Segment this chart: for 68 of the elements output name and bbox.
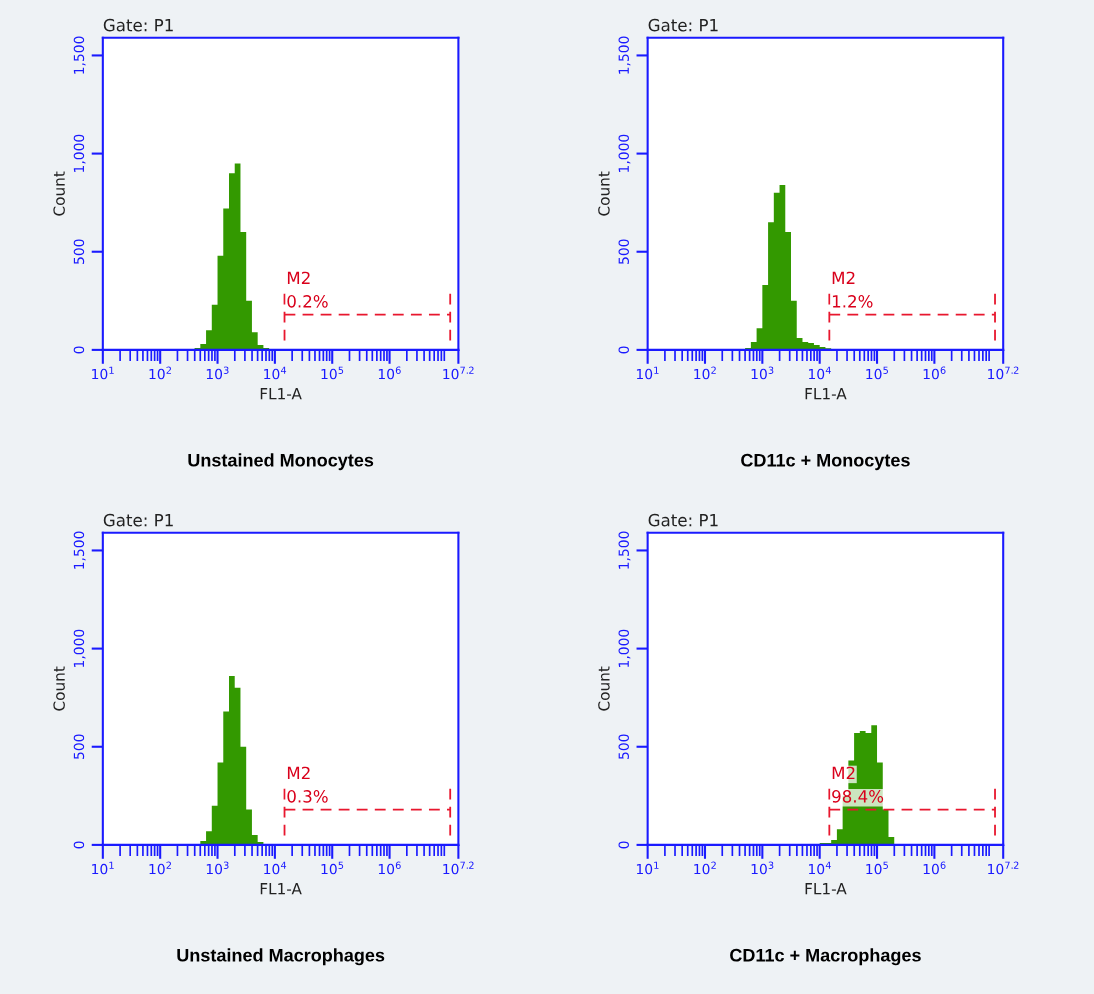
x-tick-label: 10$^{7.2}$ — [443, 366, 474, 380]
y-axis-title: Count — [598, 666, 610, 711]
y-tick-label: 500 — [73, 239, 85, 264]
x-tick-label: 10$^{3}$ — [751, 366, 774, 380]
y-tick-label: 1,000 — [73, 629, 86, 667]
chart-subtitle: Gate: P1 — [103, 18, 173, 32]
x-tick-label: 10$^{2}$ — [694, 861, 716, 875]
chart-subtitle: Gate: P1 — [648, 513, 718, 527]
x-tick-label: 10$^{4}$ — [808, 366, 831, 380]
y-tick-label: 0 — [618, 346, 629, 354]
y-tick-label: 1,500 — [73, 36, 86, 74]
y-axis-title: Count — [53, 666, 65, 711]
x-axis-title: FL1-A — [260, 883, 302, 895]
x-tick-label: 10$^{4}$ — [264, 861, 287, 875]
x-axis-title: FL1-A — [805, 388, 847, 400]
x-tick-label: 10$^{3}$ — [206, 366, 229, 380]
text: Unstained Macrophages — [177, 948, 385, 966]
x-tick-label: 10$^{7.2}$ — [443, 861, 474, 875]
x-tick-label: 10$^{5}$ — [321, 861, 344, 875]
x-tick-label: 10$^{6}$ — [923, 366, 946, 380]
text: Unstained Monocytes — [188, 453, 374, 471]
chart-subtitle: Gate: P1 — [648, 18, 718, 32]
y-tick-label: 1,000 — [618, 134, 631, 172]
text: CD11c + Macrophages — [730, 948, 921, 966]
x-tick-label: 10$^{1}$ — [636, 366, 659, 380]
text: CD11c + Monocytes — [741, 453, 910, 471]
y-axis-title: Count — [53, 171, 65, 216]
x-tick-label: 10$^{2}$ — [149, 861, 171, 875]
x-tick-label: 10$^{1}$ — [92, 861, 114, 875]
y-tick-label: 0 — [73, 841, 85, 849]
x-tick-label: 10$^{6}$ — [378, 366, 401, 380]
y-tick-label: 500 — [618, 239, 629, 264]
x-tick-label: 10$^{3}$ — [206, 861, 229, 875]
x-tick-label: 10$^{4}$ — [808, 861, 831, 875]
x-tick-label: 10$^{4}$ — [264, 366, 287, 380]
y-tick-label: 0 — [618, 841, 629, 849]
annotation: M2 — [287, 766, 310, 780]
annotation: 0.2% — [287, 295, 328, 308]
y-tick-label: 1,500 — [618, 36, 631, 74]
annotation: 1.2% — [832, 295, 873, 308]
y-tick-label: 1,500 — [618, 531, 631, 569]
annotation: M2 — [287, 271, 310, 284]
x-tick-label: 10$^{5}$ — [866, 861, 888, 875]
annotation: M2 — [832, 271, 855, 284]
x-tick-label: 10$^{6}$ — [378, 861, 401, 875]
y-tick-label: 1,500 — [73, 531, 86, 569]
x-tick-label: 10$^{5}$ — [321, 366, 344, 380]
chart-subtitle: Gate: P1 — [103, 513, 173, 527]
y-tick-label: 1,000 — [618, 629, 631, 667]
x-axis-title: FL1-A — [260, 388, 302, 400]
annotation: 98.4% — [832, 790, 884, 803]
x-tick-label: 10$^{5}$ — [866, 366, 888, 380]
y-tick-label: 500 — [73, 734, 85, 759]
y-axis-title: Count — [598, 171, 610, 216]
y-tick-label: 500 — [618, 734, 629, 759]
annotation: 0.3% — [287, 790, 328, 803]
x-tick-label: 10$^{7.2}$ — [988, 366, 1019, 380]
x-tick-label: 10$^{3}$ — [751, 861, 774, 875]
annotation: M2 — [832, 766, 855, 780]
x-tick-label: 10$^{2}$ — [149, 366, 171, 380]
y-tick-label: 1,000 — [73, 134, 86, 172]
x-tick-label: 10$^{7.2}$ — [988, 861, 1019, 875]
x-axis-title: FL1-A — [805, 883, 847, 895]
x-tick-label: 10$^{1}$ — [636, 861, 659, 875]
x-tick-label: 10$^{2}$ — [694, 366, 716, 380]
y-tick-label: 0 — [73, 346, 85, 354]
x-tick-label: 10$^{1}$ — [92, 366, 114, 380]
x-tick-label: 10$^{6}$ — [923, 861, 946, 875]
